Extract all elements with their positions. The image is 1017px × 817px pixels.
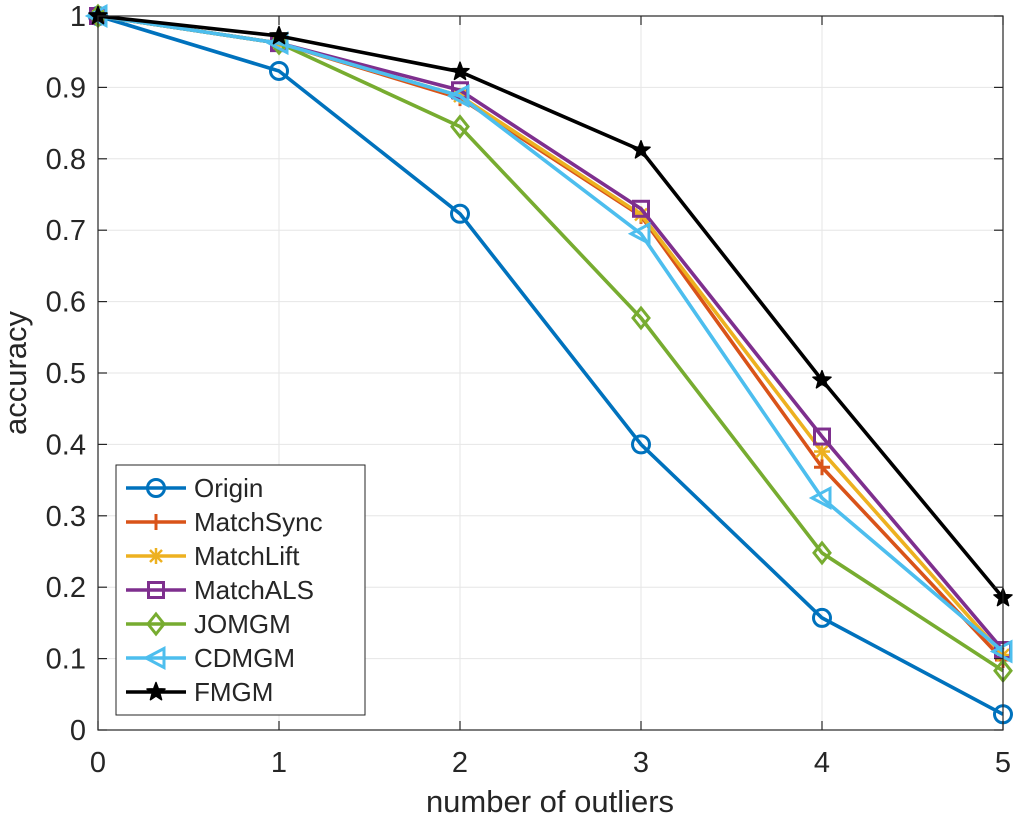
y-tick-label: 0.9 — [46, 72, 86, 104]
legend-label: MatchSync — [194, 507, 323, 537]
data-point-matchlift — [814, 443, 830, 460]
legend-label: JOMGM — [194, 609, 291, 639]
legend-marker-matchlift — [148, 548, 164, 564]
y-tick-label: 0.3 — [46, 501, 86, 533]
legend-item-fmgm: FMGM — [126, 677, 273, 707]
legend-label: MatchALS — [194, 575, 314, 605]
data-point-jomgm — [812, 540, 832, 566]
y-tick-label: 0.7 — [46, 215, 86, 247]
data-point-origin — [631, 434, 651, 455]
y-tick-label: 1 — [70, 1, 86, 33]
legend-item-origin: Origin — [126, 473, 263, 503]
data-point-matchsync — [814, 459, 830, 476]
data-point-jomgm — [631, 305, 651, 331]
legend-item-matchlift: MatchLift — [126, 541, 300, 571]
legend-marker-fmgm — [146, 681, 166, 701]
y-axis-ticks: 0 0.1 0.2 0.3 0.4 0.5 0.6 0.7 0.8 0.9 1 — [46, 1, 1003, 747]
y-axis-title: accuracy — [0, 310, 33, 435]
data-point-fmgm — [812, 369, 832, 389]
x-tick-label: 3 — [633, 747, 649, 779]
x-axis-ticks: 0 1 2 3 4 5 — [90, 16, 1011, 779]
data-point-cdmgm — [808, 485, 832, 510]
legend-label: MatchLift — [194, 541, 300, 571]
series-line-cdmgm — [97, 14, 1005, 653]
data-point-cdmgm — [989, 639, 1013, 664]
legend-marker-cdmgm — [142, 646, 166, 670]
legend-item-jomgm: JOMGM — [126, 609, 291, 639]
data-point-fmgm — [269, 25, 289, 45]
legend-label: CDMGM — [194, 643, 295, 673]
legend-item-matchals: MatchALS — [126, 575, 314, 605]
data-point-cdmgm — [627, 221, 651, 246]
x-axis-title: number of outliers — [426, 784, 674, 817]
y-tick-label: 0.6 — [46, 287, 86, 319]
legend-label: FMGM — [194, 677, 273, 707]
y-tick-label: 0.1 — [46, 644, 86, 676]
y-tick-label: 0 — [70, 715, 86, 747]
data-point-origin — [269, 60, 289, 81]
x-tick-label: 1 — [271, 747, 287, 779]
series-line-fmgm — [97, 14, 1005, 600]
legend: Origin MatchSync MatchLift MatchALS JOMGM CDM… — [115, 464, 366, 716]
y-tick-label: 0.4 — [46, 429, 86, 461]
y-tick-label: 0.8 — [46, 144, 86, 176]
data-point-matchals — [632, 199, 650, 218]
data-point-jomgm — [450, 114, 470, 140]
data-point-origin — [812, 607, 832, 628]
data-point-origin — [450, 203, 470, 224]
data-point-fmgm — [631, 139, 651, 159]
y-tick-label: 0.2 — [46, 572, 86, 604]
x-tick-label: 2 — [452, 747, 468, 779]
y-tick-label: 0.5 — [46, 358, 86, 390]
legend-marker-jomgm — [146, 611, 166, 637]
x-tick-label: 5 — [995, 747, 1011, 779]
data-point-fmgm — [450, 61, 470, 81]
legend-marker-origin — [146, 478, 166, 498]
x-tick-label: 4 — [814, 747, 830, 779]
series-line-origin — [97, 14, 1004, 716]
data-point-matchals — [813, 427, 831, 446]
data-point-cdmgm — [446, 83, 470, 108]
legend-marker-matchals — [147, 581, 165, 599]
legend-item-matchsync: MatchSync — [126, 507, 323, 537]
legend-label: Origin — [194, 473, 263, 503]
x-tick-label: 0 — [90, 747, 106, 779]
legend-marker-matchsync — [148, 514, 164, 530]
legend-item-cdmgm: CDMGM — [126, 643, 295, 673]
